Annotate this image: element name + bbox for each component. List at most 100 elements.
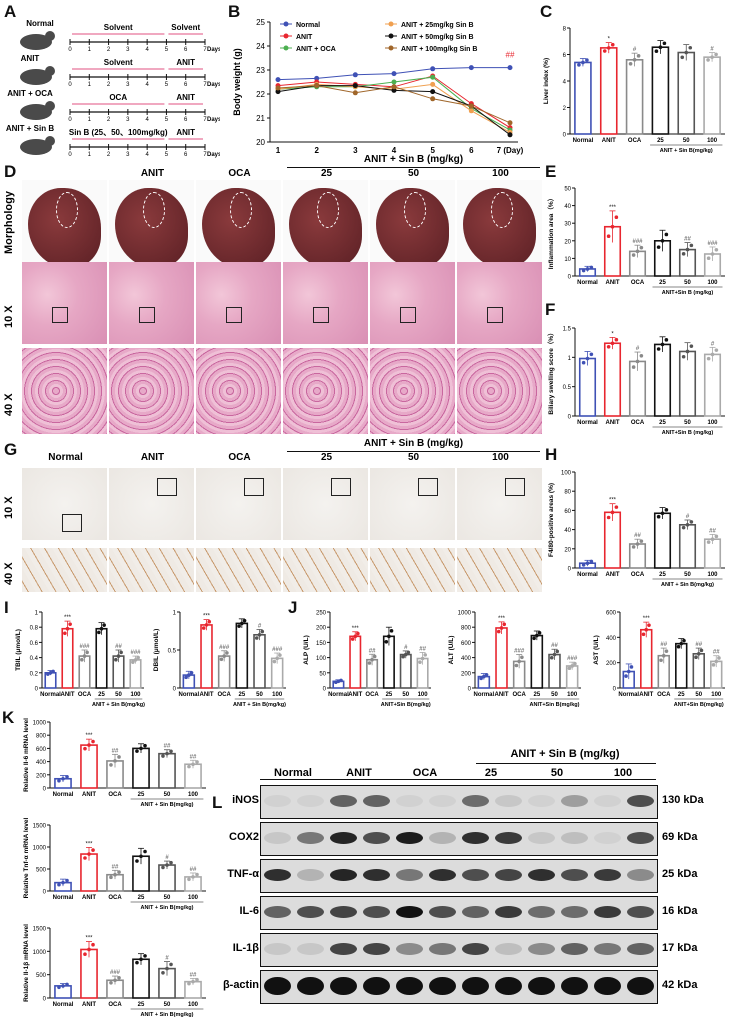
data-point [91,848,95,852]
series-point [275,85,281,91]
blot-band [495,906,522,918]
data-point [113,759,117,763]
x-tick-label: 50 [164,792,171,798]
timeline-tick-label: 0 [68,152,72,158]
data-point [403,652,408,657]
y-tick-label: 20 [564,239,571,245]
data-point [711,663,716,667]
x-tick-label: 25 [533,692,540,698]
x-tick-label: 100 [188,895,199,901]
micrograph-tile [283,180,368,278]
group-label: ANIT+Sin B(mg/kg) [674,702,724,708]
data-point [97,630,101,635]
data-point [514,663,519,668]
significance-label: ### [219,645,230,651]
zoom-box [400,307,416,323]
group-name: Normal [26,19,54,28]
micrograph-tile [109,262,194,344]
panel-i-tbil-chart: 0 0.2 0.4 0.6 0.8 1 TBIL (μmol/L) Normal *** ANIT… [12,602,148,712]
data-point [555,649,560,654]
group-label: ANIT+Sin B (mg/kg) [662,290,714,296]
significance-label: *** [85,936,93,942]
blot-band [429,906,456,918]
y-tick-label: 0 [563,133,567,139]
x-tick-label: 100 [188,792,199,798]
data-point [225,651,229,655]
y-tick-label: 1500 [33,824,47,830]
significance-label: # [165,956,169,962]
mouse-head-icon [45,101,55,111]
y-tick-label: 200 [606,661,617,667]
significance-label: # [404,645,408,651]
blot-band [396,943,423,955]
y-tick-label: 0.6 [30,641,39,647]
data-point [135,859,139,863]
data-point [169,962,173,967]
significance-label: ## [115,644,122,650]
bar-25 [653,343,672,417]
significance-label: ## [506,51,515,60]
blot-band [462,869,489,881]
x-tick-label: 1 [276,146,281,155]
y-tick-label: 100 [561,471,572,477]
data-point [113,978,117,983]
data-point [639,354,644,358]
blot-row [260,896,658,930]
bar-25 [235,622,249,689]
series-point [314,83,320,89]
data-point [567,666,572,671]
data-point [624,674,628,678]
series-point [430,66,436,72]
micrograph-tile [196,262,281,344]
blot-band [264,869,291,881]
column-header: Normal [48,452,83,463]
group-header: ANIT + Sin B (mg/kg) [363,438,464,449]
data-point [520,655,524,660]
column-header: 25 [320,168,333,179]
data-point [656,245,661,249]
data-point [222,654,226,658]
data-point [717,656,721,660]
data-point [689,243,694,248]
lane-header: 100 [590,767,656,780]
panel-label-j: J [288,598,298,617]
data-point [257,633,262,637]
row-label: 40 X [3,562,15,585]
x-tick-label: OCA [108,1002,122,1008]
x-tick-label: ANIT [639,692,653,698]
data-point [629,665,634,669]
blot-band [495,832,522,844]
data-point [191,979,195,984]
legend-label: ANIT + 100mg/kg Sin B [401,46,477,53]
panel-k-il1b-chart: 0 500 1000 1500 Relative Il-1β mRNA level Nor… [20,918,210,1022]
data-point [710,252,715,256]
x-tick-label: Normal [473,692,494,698]
significance-label: *** [609,498,617,504]
x-tick-label: 50 [256,692,263,698]
series-point [430,89,436,95]
significance-label: *** [643,616,651,622]
column-header: 100 [492,452,509,463]
data-point [680,55,685,60]
series-point [468,65,474,71]
y-tick-label: 250 [316,611,327,617]
data-point [114,657,118,662]
x-tick-label: ANIT [61,692,75,698]
y-tick-label: 22 [256,90,265,99]
y-tick-label: 200 [316,626,327,632]
y-tick-label: 0 [173,687,177,693]
data-point [585,356,590,361]
timeline-tick-label: 7 [203,47,207,53]
column-header: 100 [492,168,509,179]
data-point [117,755,121,759]
x-tick-label: 50 [684,420,691,426]
panel-c-chart: 0 2 4 6 8 Liver index (%) Normal * ANIT # OCA 25 50 #… [540,18,729,158]
blot-band [429,977,456,995]
blot-band [594,795,621,807]
x-tick-label: 100 [567,692,578,698]
significance-label: *** [609,205,617,211]
data-point [676,644,681,649]
data-point [658,45,663,50]
panel-h-chart: 0 20 40 60 80 100 F4/80-positive areas (%) Norm… [545,462,729,592]
